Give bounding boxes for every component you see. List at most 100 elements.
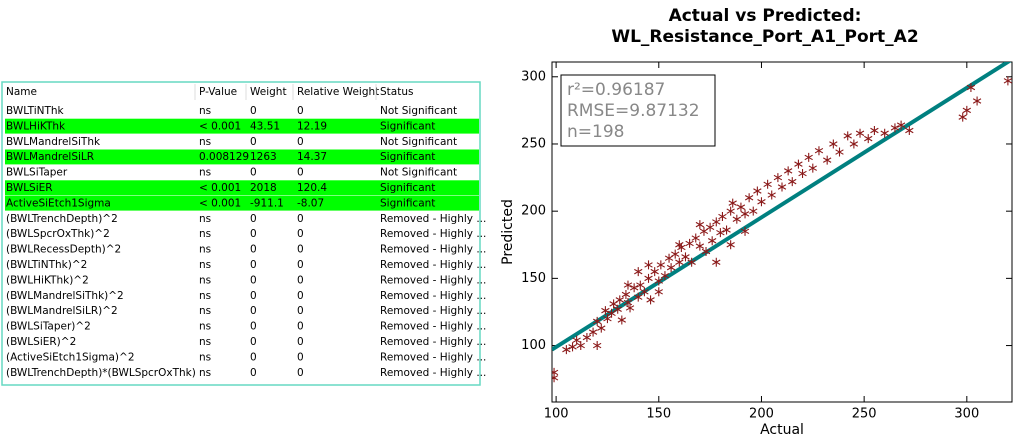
data-point (691, 233, 700, 243)
table-cell: ns (199, 321, 211, 333)
column-header: Weight (250, 86, 287, 98)
data-point (576, 341, 585, 351)
data-point (763, 179, 772, 189)
annotation: RMSE=9.87132 (567, 101, 700, 121)
table-cell: 0 (297, 274, 304, 286)
table-cell: Not Significant (380, 136, 457, 148)
table-cell: ns (199, 167, 211, 179)
data-point (849, 139, 859, 149)
table-cell: -911.1 (250, 197, 284, 209)
data-point (675, 257, 684, 267)
table-cell: Removed - Highly ... (380, 321, 486, 333)
table-cell: 12.19 (297, 120, 327, 132)
data-point (705, 222, 715, 232)
x-tick-label: 150 (646, 407, 671, 422)
data-point (773, 173, 783, 183)
table-cell: (BWLHiKThk)^2 (6, 274, 89, 286)
table-cell: 0 (250, 274, 257, 286)
table-cell: 0 (250, 213, 257, 225)
data-point (646, 295, 655, 305)
table-cell: Significant (380, 197, 435, 209)
table-cell: 0 (297, 336, 304, 348)
table-cell: -8.07 (297, 197, 324, 209)
data-point (843, 131, 852, 141)
table-cell: (BWLSiTaper)^2 (6, 321, 91, 333)
x-axis-label: Actual (760, 422, 804, 438)
data-point (753, 186, 762, 196)
data-point (685, 238, 694, 248)
data-point (822, 155, 832, 165)
table-cell: 0 (297, 213, 304, 225)
data-point (640, 287, 649, 297)
table-cell: ns (199, 213, 211, 225)
table-cell: BWLHiKThk (6, 120, 66, 132)
data-point (582, 332, 592, 342)
table-cell: Removed - Highly ... (380, 244, 486, 256)
table-cell: 0 (297, 351, 304, 363)
data-point (890, 123, 900, 133)
table-cell: 0 (250, 290, 257, 302)
table-cell: < 0.001 (199, 197, 241, 209)
table-cell: BWLMandrelSiLR (6, 151, 94, 163)
table-cell: 0.008129 (199, 151, 249, 163)
table-cell: (BWLRecessDepth)^2 (6, 244, 121, 256)
data-point (896, 120, 906, 130)
data-point (634, 267, 643, 277)
data-point (654, 287, 663, 297)
row-highlight (5, 118, 479, 134)
table-cell: 0 (297, 244, 304, 256)
table-cell: 0 (250, 136, 257, 148)
table-cell: < 0.001 (199, 182, 241, 194)
table-cell: ns (199, 228, 211, 240)
y-tick-label: 300 (521, 69, 546, 84)
table-cell: 0 (250, 351, 257, 363)
table-cell: (BWLSiER)^2 (6, 336, 76, 348)
data-point (905, 126, 914, 136)
data-point (870, 126, 879, 136)
data-point (1003, 76, 1012, 86)
y-tick-label: 100 (521, 338, 546, 353)
data-point (855, 128, 865, 138)
data-point (677, 242, 686, 252)
data-point (660, 271, 670, 281)
data-point (829, 139, 838, 149)
data-point (962, 105, 972, 115)
data-point (716, 228, 725, 238)
chart-title: Actual vs Predicted: (669, 6, 862, 26)
data-point (613, 304, 622, 314)
data-point (629, 283, 639, 293)
data-point (656, 260, 666, 270)
table-cell: BWLMandrelSiThk (6, 136, 101, 148)
data-point (568, 342, 577, 352)
data-point (634, 292, 643, 302)
data-point (592, 316, 602, 326)
data-point (615, 295, 624, 305)
table-cell: Removed - Highly ... (380, 367, 486, 379)
data-point (654, 276, 663, 286)
data-point (783, 166, 793, 176)
table-cell: 0 (297, 290, 304, 302)
column-header: Relative Weight (297, 86, 379, 98)
data-point (726, 206, 735, 216)
data-point (880, 128, 889, 138)
table-cell: 0 (250, 167, 257, 179)
table-cell: 0 (297, 167, 304, 179)
data-point (695, 220, 705, 230)
data-point (695, 241, 705, 251)
data-point (636, 280, 645, 290)
data-point (958, 112, 967, 122)
table-cell: BWLTiNThk (6, 105, 65, 117)
table-cell: 0 (250, 228, 257, 240)
table-cell: (BWLSpcrOxThk)^2 (6, 228, 110, 240)
table-cell: (BWLTrenchDepth)^2 (6, 213, 118, 225)
data-point (687, 257, 696, 267)
chart-subtitle: WL_Resistance_Port_A1_Port_A2 (611, 27, 918, 47)
data-point (744, 193, 754, 203)
table-cell: ns (199, 259, 211, 271)
table-cell: (ActiveSiEtch1Sigma)^2 (6, 351, 135, 363)
table-cell: Removed - Highly ... (380, 336, 486, 348)
x-tick-label: 100 (544, 407, 569, 422)
data-point (625, 303, 635, 313)
y-axis-label: Predicted (500, 199, 516, 265)
data-point (736, 202, 746, 212)
